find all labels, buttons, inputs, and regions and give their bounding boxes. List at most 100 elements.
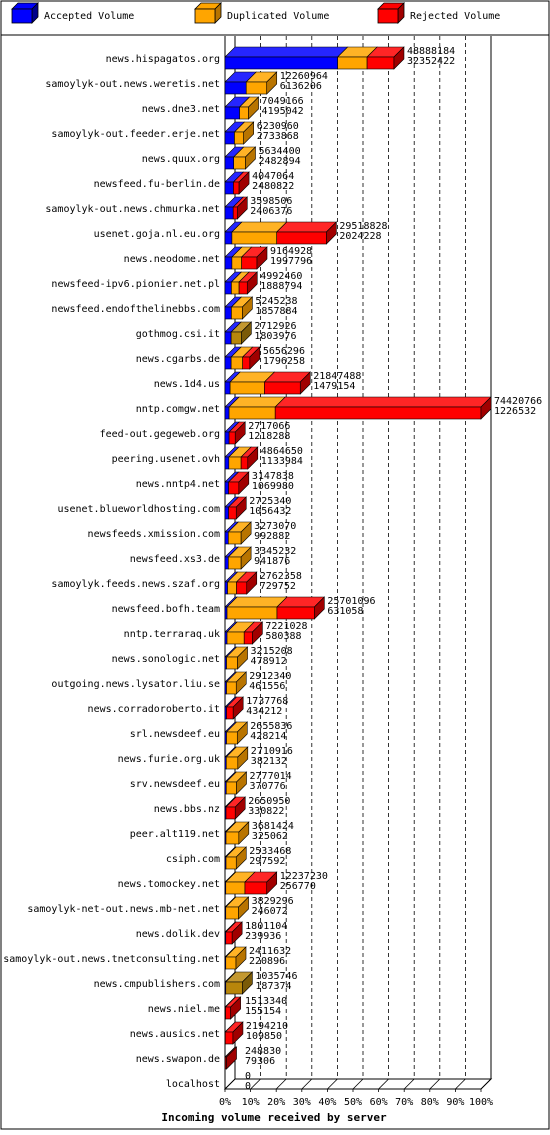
accepted-volume-label: 2480822 (252, 181, 294, 192)
accepted-volume-label: 330822 (248, 806, 284, 817)
bar-segment (225, 407, 229, 419)
accepted-volume-label: 2733868 (257, 131, 299, 142)
bar-segment (225, 107, 240, 119)
accepted-volume-label: 1857884 (255, 306, 297, 317)
accepted-volume-label: 297592 (249, 856, 285, 867)
bar-row (225, 872, 277, 894)
category-label: news.ausics.net (130, 1029, 220, 1040)
legend-label: Rejected Volume (410, 11, 500, 22)
bar-segment (229, 432, 235, 444)
category-label: samoylyk-out.news.tnetconsulting.net (3, 954, 220, 965)
category-label: srv.newsdeef.eu (130, 779, 220, 790)
x-tick-label: 0% (219, 1097, 231, 1108)
category-label: newsfeed.xs3.de (130, 554, 220, 565)
bar-segment (234, 132, 243, 144)
bar-row (225, 72, 277, 94)
accepted-volume-label: 220896 (249, 956, 285, 967)
category-label: peer.alt119.net (130, 829, 220, 840)
category-label: gothmog.csi.it (136, 329, 220, 340)
bar-segment (225, 182, 233, 194)
category-label: peering.usenet.ovh (112, 454, 220, 465)
bar-segment (227, 632, 244, 644)
bar-segment (225, 157, 234, 169)
bar-segment (232, 257, 242, 269)
bar-segment (277, 232, 327, 244)
category-label: newsfeed.endofthelinebbs.com (51, 304, 220, 315)
category-label: news.nntp4.net (136, 479, 220, 490)
bar-row (225, 372, 310, 394)
accepted-volume-label: 382132 (251, 756, 287, 767)
category-label: news.sonologic.net (112, 654, 220, 665)
x-tick-label: 50% (344, 1097, 362, 1108)
category-label: usenet.goja.nl.eu.org (94, 229, 220, 240)
category-label: news.dolik.dev (136, 929, 220, 940)
bar-segment (246, 82, 266, 94)
bar-row (225, 397, 491, 419)
bar-segment (229, 407, 275, 419)
bar-row (225, 597, 324, 619)
category-label: feed-out.gegeweb.org (100, 429, 220, 440)
bar-segment (233, 182, 239, 194)
x-tick-label: 60% (370, 1097, 388, 1108)
accepted-volume-label: 32352422 (407, 56, 455, 67)
accepted-volume-label: 1479154 (313, 381, 355, 392)
accepted-volume-label: 2406376 (250, 206, 292, 217)
legend-label: Accepted Volume (44, 11, 134, 22)
category-label: samoylyk-out.news.weretis.net (45, 79, 220, 90)
bar-segment (225, 482, 229, 494)
bar-segment (226, 907, 239, 919)
accepted-volume-label: 631058 (327, 606, 363, 617)
bar-segment-top (275, 397, 491, 407)
bar-segment (225, 432, 229, 444)
x-axis-title: Incoming volume received by server (161, 1111, 387, 1124)
bar-segment (241, 457, 248, 469)
legend-swatch (378, 9, 398, 23)
bar-row (225, 47, 404, 69)
accepted-volume-label: 6136206 (280, 81, 322, 92)
bar-row (225, 222, 336, 244)
bar-segment (227, 682, 237, 694)
accepted-volume-label: 434212 (246, 706, 282, 717)
accepted-volume-label: 941876 (254, 556, 290, 567)
accepted-volume-label: 79306 (245, 1056, 275, 1067)
category-label: csiph.com (166, 854, 220, 865)
bar-segment (225, 632, 227, 644)
category-label: samoylyk.feeds.news.szaf.org (51, 579, 220, 590)
bar-segment (226, 957, 236, 969)
bar-segment (225, 232, 232, 244)
x-tick-label: 30% (293, 1097, 311, 1108)
accepted-volume-label: 370776 (250, 781, 286, 792)
category-label: localhost (166, 1079, 220, 1090)
bar-segment (226, 757, 238, 769)
bar-segment (228, 582, 237, 594)
bar-segment (226, 982, 243, 994)
accepted-volume-label: 155154 (245, 1006, 281, 1017)
bar-segment (227, 657, 238, 669)
bar-segment (225, 132, 234, 144)
bar-segment (229, 482, 239, 494)
bar-segment (226, 782, 236, 794)
accepted-volume-label: 1069980 (252, 481, 294, 492)
x-tick-label: 20% (267, 1097, 285, 1108)
bar-segment (226, 857, 236, 869)
bar-segment (275, 407, 481, 419)
bar-segment (226, 832, 239, 844)
accepted-volume-label: 1997796 (270, 256, 312, 267)
category-label: news.dne3.net (142, 104, 220, 115)
bar-segment (226, 1007, 231, 1019)
bar-segment (239, 282, 247, 294)
bar-segment (245, 882, 267, 894)
bar-segment (231, 357, 243, 369)
bar-segment (227, 707, 234, 719)
bar-segment (225, 82, 246, 94)
bar-segment (225, 207, 233, 219)
accepted-volume-label: 428214 (250, 731, 286, 742)
category-label: news.1d4.us (154, 379, 220, 390)
bar-segment (225, 532, 228, 544)
bar-segment-top (225, 47, 348, 57)
x-tick-label: 90% (446, 1097, 464, 1108)
bar-segment (231, 282, 239, 294)
legend-label: Duplicated Volume (227, 11, 329, 22)
accepted-volume-label: 1056432 (249, 506, 291, 517)
